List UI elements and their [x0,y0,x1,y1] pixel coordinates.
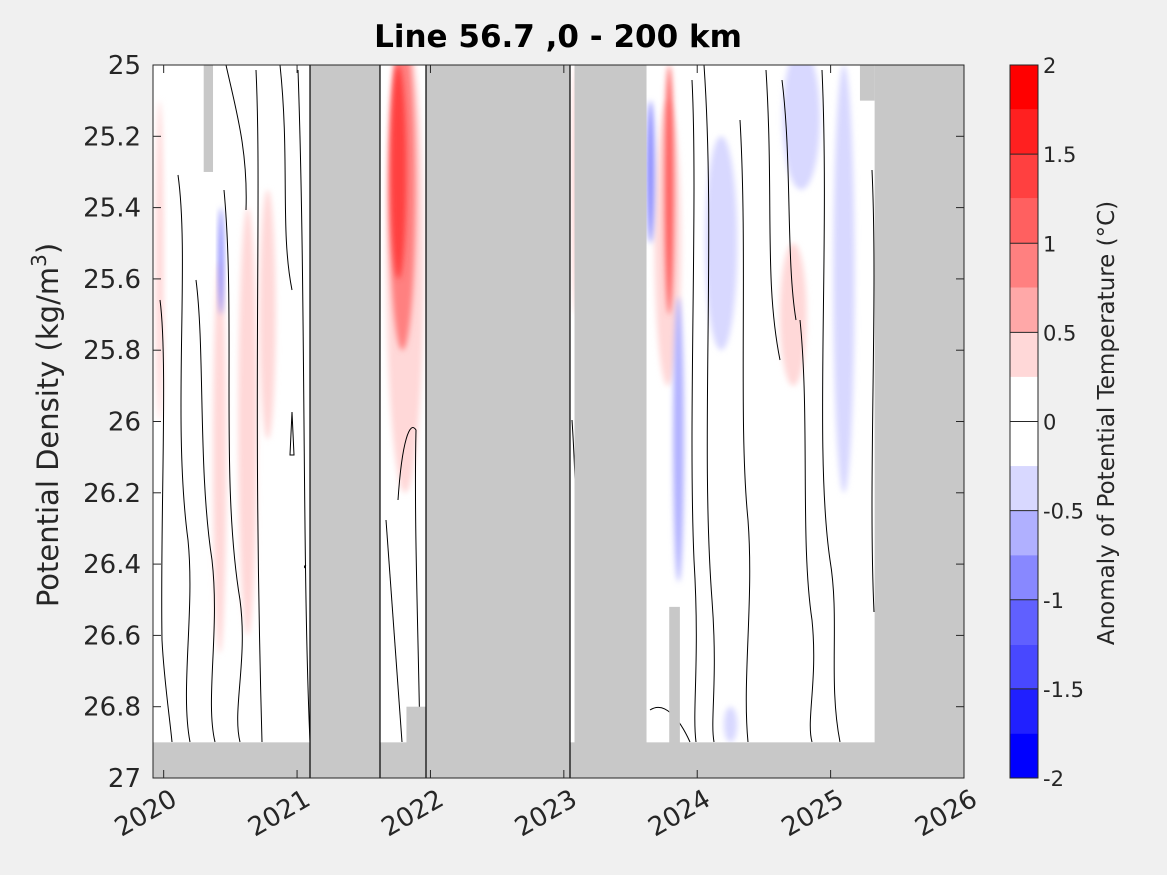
y-tick-label: 25.4 [83,194,141,224]
contour-line [385,519,403,743]
colorbar-level [1010,599,1038,645]
contour-line [871,169,875,613]
contour-line [739,119,751,743]
no-data-region [203,65,214,172]
anomaly-region [218,207,224,315]
colorbar-tick-label: 1.5 [1043,143,1076,167]
colorbar-level [1010,243,1038,288]
colorbar-level [1010,688,1038,734]
anomaly-region [238,207,258,636]
colorbar-label: Anomaly of Potential Temperature (°C) [1094,201,1120,645]
x-tick-label: 2023 [510,784,582,843]
colorbar-level [1010,109,1038,155]
contour-line [297,69,311,743]
colorbar-level [1010,198,1038,244]
no-data-region [574,65,647,778]
colorbar-tick-label: -2 [1043,767,1064,791]
contour-line [195,279,216,743]
contour-line [279,65,293,291]
anomaly-region [673,296,684,582]
colorbar-tick-label: -1.5 [1043,678,1084,702]
anomaly-region [155,100,164,422]
x-tick-label: 2025 [777,784,849,843]
colorbar-tick-label: 0.5 [1043,321,1076,345]
y-tick-label: 25.8 [83,336,141,366]
anomaly-region [646,100,655,244]
gap-edges [309,65,571,778]
no-data-region [310,65,380,778]
y-tick-label: 26.4 [83,550,141,580]
anomaly-region [705,136,738,351]
contour-line [289,411,295,456]
x-tick-label: 2024 [643,784,715,843]
contour-line [799,319,815,743]
colorbar-level [1010,332,1038,377]
contour-line [397,427,421,743]
y-axis-label: Potential Density (kg/m3) [27,243,65,607]
colorbar-tick-label: -1 [1043,589,1064,613]
contour-line [159,299,173,743]
anomaly-region [723,706,738,743]
x-tick-label: 2021 [243,784,315,843]
anomaly-layer [155,65,855,743]
anomaly-region [390,65,407,279]
chart-title: Line 56.7 ,0 - 200 km [374,19,742,55]
anomaly-region [213,261,227,654]
y-tick-label: 26.6 [83,621,141,651]
contour-line [225,65,247,211]
y-tick-label: 25 [108,51,141,81]
contour-line [304,564,307,569]
colorbar-level [1010,510,1038,556]
contour-line [691,79,697,743]
contour-line [821,69,841,743]
plot-area [152,64,965,779]
colorbar-tick-label: 0 [1043,411,1056,435]
y-tick-label: 26.8 [83,693,141,723]
colorbar-level [1010,733,1038,778]
no-data-region [406,706,427,778]
colorbar-tick-label: 2 [1043,54,1056,78]
contour-line [255,69,263,743]
anomaly-region [779,243,807,386]
anomaly-region [782,65,820,190]
no-data-region [669,606,680,778]
y-axis: 25 25.2 25.4 25.6 25.8 26 26.2 26.4 26.6 26.8 27 [83,51,964,794]
no-data-region [874,65,964,778]
x-tick-label: 2026 [910,784,982,843]
contour-line [765,69,781,361]
anomaly-region [833,65,855,493]
colorbar-level [1010,154,1038,199]
colorbar-tick-label: 1 [1043,232,1056,256]
colorbar-level [1010,644,1038,689]
y-tick-label: 27 [108,764,141,794]
colorbar: 2 1.5 1 0.5 0 -0.5 -1 -1.5 -2 [1009,54,1084,791]
y-tick-label: 26 [108,408,141,438]
y-tick-label: 26.2 [83,479,141,509]
anomaly-region [259,189,276,440]
x-tick-label: 2022 [377,784,449,843]
colorbar-level [1010,466,1038,511]
y-tick-label: 25.2 [83,122,141,152]
contour-line [781,79,797,321]
anomaly-region [664,65,674,315]
no-data-layer [153,65,964,778]
colorbar-level [1010,555,1038,600]
y-tick-label: 25.6 [83,265,141,295]
colorbar-level [1010,287,1038,333]
no-data-region [153,742,964,778]
colorbar-tick-label: -0.5 [1043,500,1084,524]
no-data-region [426,65,571,778]
no-data-region [859,65,875,101]
contour-line [223,189,243,743]
contour-line [177,174,191,743]
contour-line [703,65,715,743]
colorbar-level [1010,65,1038,110]
